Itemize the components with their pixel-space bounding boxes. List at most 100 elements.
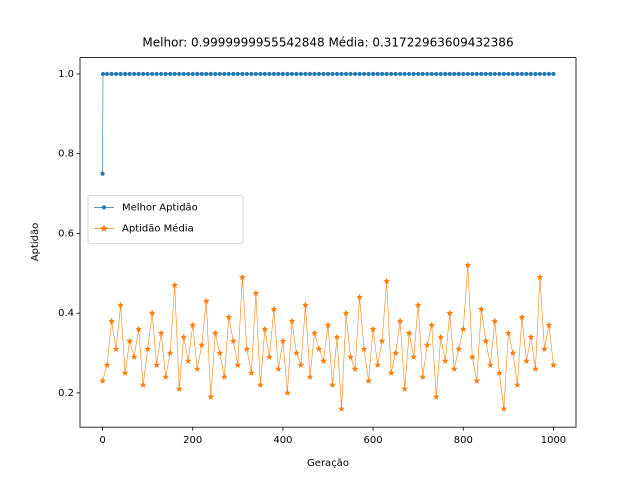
marker [113,71,119,77]
marker [370,71,376,77]
marker [441,357,449,364]
y-tick-label: 1.0 [58,69,74,80]
marker [108,317,115,324]
marker [470,71,475,77]
marker [240,71,245,77]
marker [510,71,515,77]
marker [294,71,299,77]
marker [497,71,502,77]
marker [261,325,269,332]
marker [437,333,445,340]
marker [351,365,359,372]
marker [378,337,386,344]
marker [316,71,322,77]
marker [343,71,349,77]
marker [145,71,150,77]
marker [121,369,129,376]
marker [118,71,123,77]
marker [193,365,201,372]
marker [446,309,454,316]
marker [208,71,213,77]
marker [202,297,210,305]
marker [270,305,278,313]
marker [225,313,233,320]
marker [527,333,535,340]
marker [483,71,488,77]
marker [491,317,499,324]
x-tick-label: 800 [454,435,473,446]
marker [542,71,547,77]
marker [342,309,350,316]
marker [519,71,524,77]
x-axis-label: Geração [307,458,349,469]
marker [366,71,371,77]
marker [177,71,182,77]
marker [365,377,372,384]
marker [211,329,219,336]
marker [402,71,407,77]
marker [357,71,362,77]
marker [428,321,436,328]
marker [231,71,236,77]
marker [226,71,231,77]
marker [536,273,544,281]
marker [432,393,440,400]
marker [383,277,390,285]
chart-title: Melhor: 0.9999999955542848 Média: 0.3172… [142,36,513,50]
marker [334,71,340,77]
marker [411,71,416,77]
marker [461,71,466,77]
y-tick-label: 0.8 [58,149,74,160]
x-tick-label: 600 [364,435,383,446]
marker [506,71,511,77]
marker [135,325,142,332]
marker [271,71,276,77]
marker [405,329,413,336]
marker [127,71,132,77]
marker [425,71,430,77]
marker [479,71,484,77]
marker [384,71,389,77]
marker [302,301,309,309]
marker [101,205,107,210]
marker [401,385,408,392]
marker [312,71,317,77]
marker [392,349,399,356]
marker [275,365,282,372]
marker [104,71,110,77]
marker [184,357,192,364]
marker [325,71,331,77]
marker [244,71,249,77]
marker [154,71,159,77]
x-tick-label: 0 [99,435,105,446]
marker [162,373,169,380]
y-tick-label: 0.6 [58,228,74,239]
marker [148,309,156,316]
marker [109,71,114,77]
marker [100,71,106,77]
marker [166,349,174,356]
marker [229,337,237,344]
marker [320,357,327,364]
marker [361,71,367,77]
marker [329,381,336,388]
marker [213,71,218,77]
marker [234,361,242,368]
marker [545,321,553,328]
marker [533,71,538,77]
marker [253,71,258,77]
marker [136,71,141,77]
marker [266,353,273,360]
marker [163,71,168,77]
marker [434,71,439,77]
marker [175,385,183,392]
marker [100,171,105,176]
marker [298,71,304,77]
marker [180,333,188,340]
marker [348,71,353,77]
marker [311,329,318,336]
marker [356,293,363,301]
marker [112,345,120,352]
marker [186,71,191,77]
